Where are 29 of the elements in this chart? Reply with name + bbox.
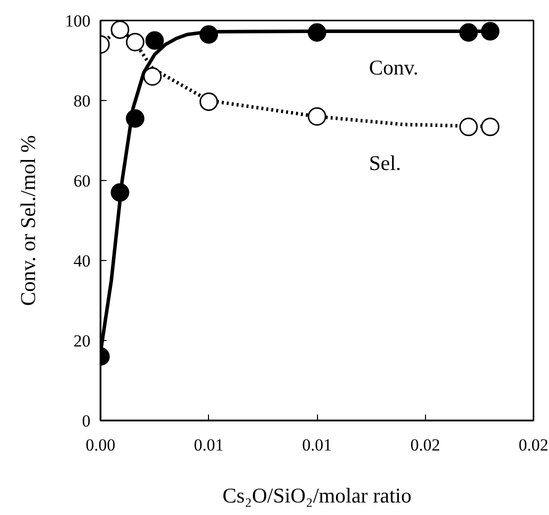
y-tick-label: 80: [74, 92, 90, 110]
point: [110, 20, 130, 39]
y-tick-label: 0: [82, 412, 90, 430]
x-tick-label: 0.01: [194, 436, 224, 454]
point: [200, 92, 218, 111]
point: [308, 23, 326, 42]
point: [480, 118, 500, 136]
point: [145, 31, 164, 50]
x-tick-label: 0.02: [410, 436, 440, 454]
point: [200, 25, 218, 44]
x-tick-label: 0.02: [518, 436, 548, 454]
point: [459, 118, 478, 136]
x-tick-label: 0.00: [86, 436, 116, 454]
y-tick-label: 60: [74, 172, 90, 190]
point: [143, 67, 162, 86]
point: [110, 183, 130, 202]
y-tick-label: 20: [74, 332, 90, 350]
y-tick-label: 100: [65, 12, 90, 30]
text: Sel.: [368, 150, 402, 175]
point: [126, 109, 144, 128]
point: [308, 107, 326, 126]
text: Conv.: [368, 55, 418, 80]
point: [459, 23, 478, 42]
y-tick-label: 40: [74, 252, 90, 270]
y-axis-title: Conv. or Sel./mol %: [16, 135, 40, 306]
point: [480, 22, 500, 41]
x-tick-label: 0.01: [302, 436, 332, 454]
point: [126, 32, 144, 52]
x-axis-title: Cs₂O/SiO₂/molar ratio: [222, 484, 412, 508]
